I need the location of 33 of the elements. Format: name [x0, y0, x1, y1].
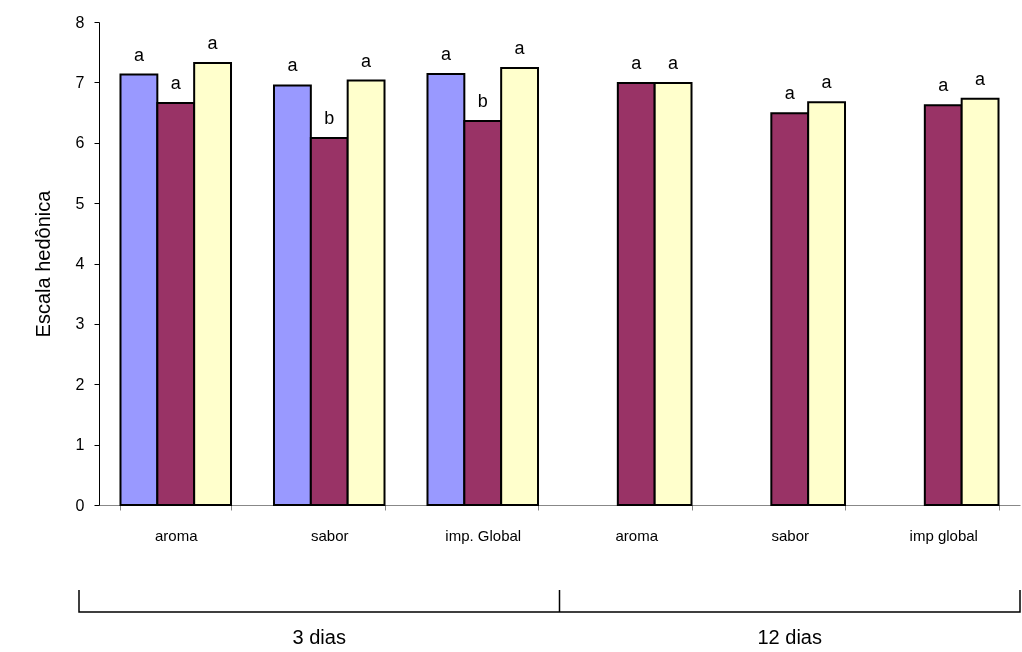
data-label: a	[668, 52, 680, 73]
data-label: b	[477, 91, 488, 112]
data-label: a	[514, 37, 526, 58]
data-label: a	[821, 72, 833, 93]
data-label: a	[938, 75, 950, 96]
y-tick-label: 4	[75, 255, 85, 272]
x-tick-label: imp global	[909, 526, 978, 544]
x-tick-label: aroma	[615, 526, 659, 544]
data-label: a	[784, 83, 796, 104]
x-tick-label: sabor	[310, 526, 349, 544]
y-tick-label: 3	[75, 315, 85, 333]
x-tick-label: imp. Global	[445, 526, 522, 544]
text: 12 dias	[757, 626, 822, 649]
data-label: b	[324, 107, 335, 128]
y-tick-label: 8	[75, 13, 85, 31]
data-label: a	[133, 44, 145, 65]
x-tick-label: aroma	[154, 526, 199, 544]
y-tick-label: 2	[75, 375, 85, 393]
data-label: a	[440, 43, 452, 64]
y-tick-label: 5	[75, 194, 85, 212]
data-label: a	[361, 50, 373, 71]
text: 3 dias	[292, 626, 346, 649]
y-axis-title: Escala hedônica	[31, 189, 54, 338]
data-label: a	[170, 72, 182, 93]
data-label: a	[975, 68, 987, 89]
data-label: a	[287, 55, 299, 76]
data-label: a	[207, 33, 219, 54]
y-tick-label: 6	[75, 134, 85, 152]
y-tick-label: 7	[75, 73, 85, 91]
data-label: a	[631, 52, 643, 73]
y-tick-label: 1	[75, 436, 85, 454]
x-tick-label: sabor	[771, 526, 810, 544]
y-tick-label: 0	[75, 496, 85, 514]
